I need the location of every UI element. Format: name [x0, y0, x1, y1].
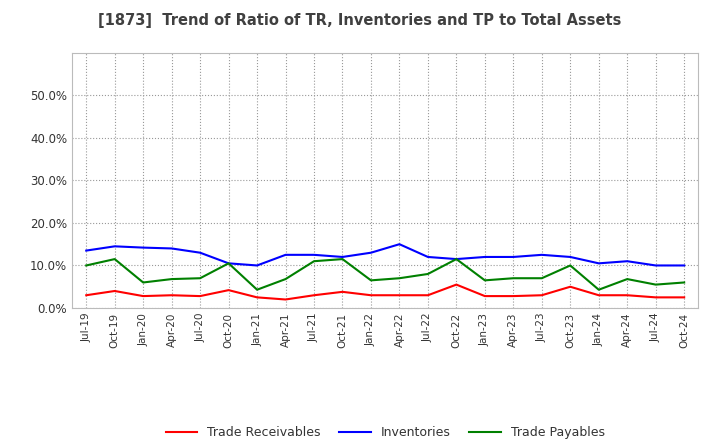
Trade Payables: [139, 280, 148, 285]
Trade Payables: [509, 275, 518, 281]
Trade Payables: [595, 287, 603, 292]
Trade Payables: [282, 276, 290, 282]
Inventories: [225, 260, 233, 266]
Trade Payables: [680, 280, 688, 285]
Inventories: [196, 250, 204, 255]
Trade Payables: [537, 275, 546, 281]
Trade Receivables: [139, 293, 148, 299]
Inventories: [423, 254, 432, 260]
Trade Receivables: [537, 293, 546, 298]
Inventories: [395, 242, 404, 247]
Inventories: [110, 244, 119, 249]
Trade Payables: [167, 276, 176, 282]
Trade Receivables: [225, 287, 233, 293]
Inventories: [366, 250, 375, 255]
Trade Payables: [110, 257, 119, 262]
Trade Payables: [310, 259, 318, 264]
Inventories: [480, 254, 489, 260]
Trade Receivables: [196, 293, 204, 299]
Trade Receivables: [480, 293, 489, 299]
Trade Receivables: [680, 295, 688, 300]
Line: Trade Payables: Trade Payables: [86, 259, 684, 290]
Trade Payables: [423, 271, 432, 277]
Trade Payables: [395, 275, 404, 281]
Trade Receivables: [167, 293, 176, 298]
Inventories: [139, 245, 148, 250]
Trade Receivables: [110, 288, 119, 293]
Trade Receivables: [366, 293, 375, 298]
Trade Receivables: [82, 293, 91, 298]
Inventories: [282, 252, 290, 257]
Inventories: [537, 252, 546, 257]
Inventories: [623, 259, 631, 264]
Trade Payables: [652, 282, 660, 287]
Trade Receivables: [509, 293, 518, 299]
Trade Payables: [480, 278, 489, 283]
Inventories: [652, 263, 660, 268]
Trade Receivables: [623, 293, 631, 298]
Trade Receivables: [338, 289, 347, 294]
Inventories: [680, 263, 688, 268]
Trade Receivables: [310, 293, 318, 298]
Line: Trade Receivables: Trade Receivables: [86, 285, 684, 300]
Trade Receivables: [423, 293, 432, 298]
Inventories: [566, 254, 575, 260]
Trade Payables: [338, 257, 347, 262]
Trade Receivables: [395, 293, 404, 298]
Trade Payables: [566, 263, 575, 268]
Legend: Trade Receivables, Inventories, Trade Payables: Trade Receivables, Inventories, Trade Pa…: [161, 422, 610, 440]
Trade Payables: [253, 287, 261, 292]
Inventories: [310, 252, 318, 257]
Trade Receivables: [595, 293, 603, 298]
Trade Receivables: [452, 282, 461, 287]
Trade Receivables: [282, 297, 290, 302]
Trade Payables: [196, 275, 204, 281]
Trade Payables: [452, 257, 461, 262]
Trade Payables: [82, 263, 91, 268]
Line: Inventories: Inventories: [86, 244, 684, 265]
Inventories: [82, 248, 91, 253]
Inventories: [595, 260, 603, 266]
Trade Receivables: [253, 295, 261, 300]
Trade Payables: [623, 276, 631, 282]
Text: [1873]  Trend of Ratio of TR, Inventories and TP to Total Assets: [1873] Trend of Ratio of TR, Inventories…: [99, 13, 621, 28]
Trade Receivables: [652, 295, 660, 300]
Trade Receivables: [566, 284, 575, 290]
Inventories: [509, 254, 518, 260]
Inventories: [253, 263, 261, 268]
Inventories: [338, 254, 347, 260]
Inventories: [167, 246, 176, 251]
Inventories: [452, 257, 461, 262]
Trade Payables: [225, 260, 233, 266]
Trade Payables: [366, 278, 375, 283]
